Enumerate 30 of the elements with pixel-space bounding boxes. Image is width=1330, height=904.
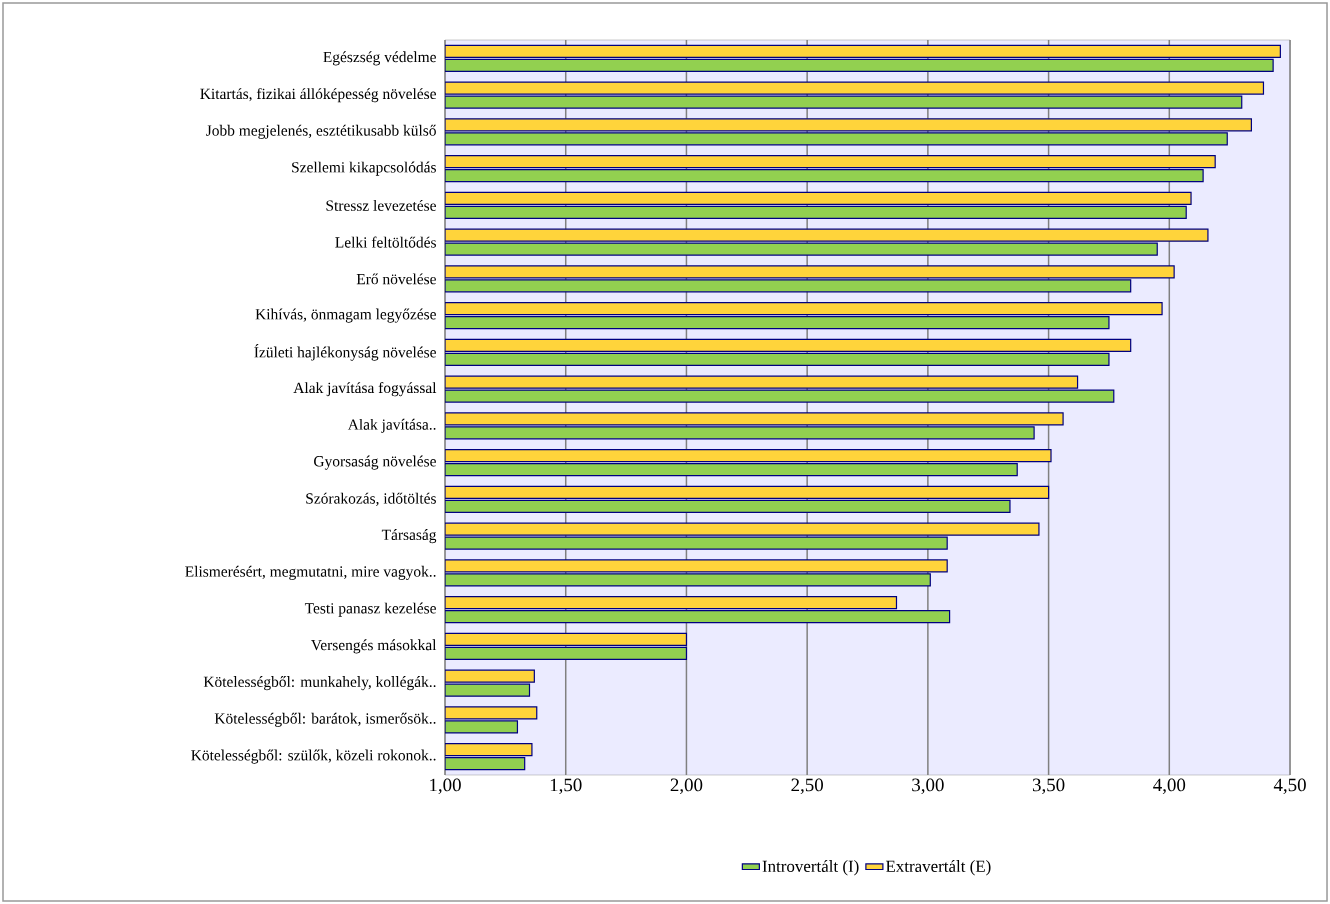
x-tick-label: 3,50	[1032, 778, 1065, 795]
y-tick-label: Alak javítása..	[347, 418, 436, 433]
y-tick-label: Elismerésért, megmutatni, mire vagyok..	[185, 565, 436, 580]
y-tick-label: Testi panasz kezelése	[304, 602, 436, 617]
x-tick-label: 2,50	[791, 778, 823, 795]
y-tick-label: Kötelességből: barátok, ismerősök..	[214, 712, 436, 727]
y-tick-label: Gyorsaság növelése	[314, 455, 436, 470]
x-tick-label: 4,50	[1273, 778, 1306, 795]
y-tick-label: Lelki feltöltődés	[335, 236, 436, 248]
x-tick-label: 1,00	[430, 778, 461, 795]
y-tick-label: Jobb megjelenés, esztétikusabb külső	[206, 124, 436, 139]
y-tick-label: Kihívás, önmagam legyőzése	[255, 308, 436, 323]
x-tick-label: 2,00	[670, 778, 703, 795]
y-tick-label: Kötelességből: munkahely, kollégák..	[203, 676, 436, 691]
legend-label: Extravertált (E)	[885, 860, 991, 876]
x-tick-label: 4,00	[1153, 778, 1186, 795]
y-tick-label: Társaság	[381, 529, 437, 544]
y-tick-label: Alak javítása fogyással	[293, 382, 437, 397]
y-tick-label: Erő növelése	[356, 273, 436, 285]
x-tick-label: 3,00	[912, 778, 944, 795]
y-tick-label: Szellemi kikapcsolódás	[292, 161, 436, 176]
y-tick-label: Ízületi hajlékonyság növelése	[254, 344, 436, 361]
y-tick-label: Kitartás, fizikai állóképesség növelése	[200, 88, 436, 103]
legend-label: Introvertált (I)	[762, 860, 859, 876]
y-tick-label: Stressz levezetése	[326, 199, 436, 211]
y-tick-label: Szórakozás, időtöltés	[306, 492, 436, 506]
y-tick-label: Egészség védelme	[323, 51, 436, 66]
y-tick-label: Kötelességből: szülők, közeli rokonok..	[191, 749, 436, 764]
y-tick-label: Versengés másokkal	[311, 639, 437, 654]
x-tick-label: 1,50	[550, 778, 582, 795]
